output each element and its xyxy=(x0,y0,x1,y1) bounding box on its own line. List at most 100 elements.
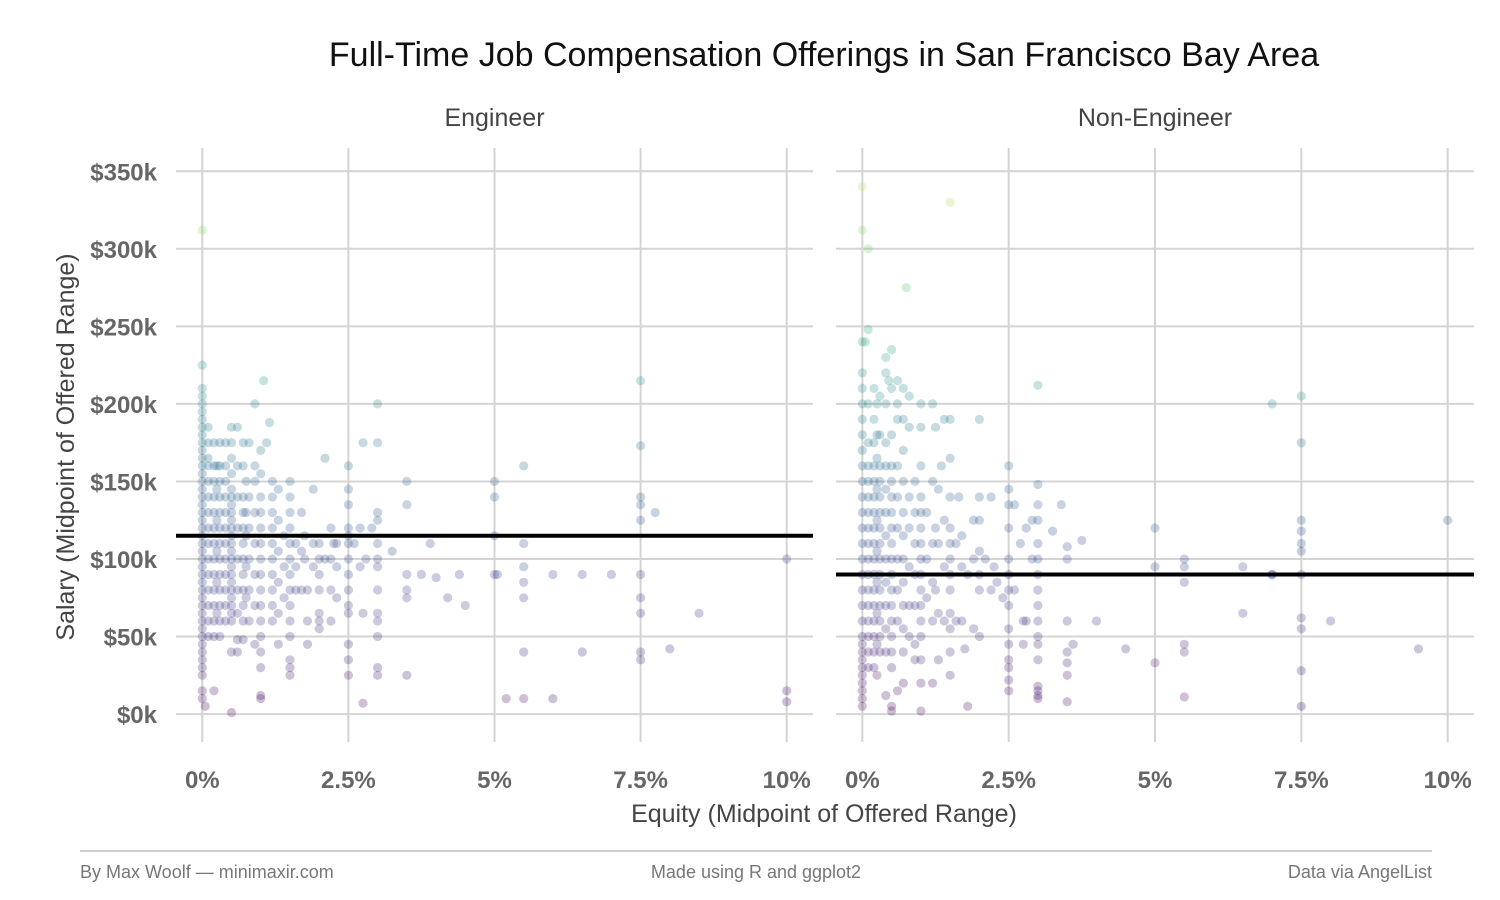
data-point xyxy=(904,523,914,533)
data-point xyxy=(519,562,529,572)
data-point xyxy=(460,600,470,611)
data-point xyxy=(226,593,237,603)
footer-author: By Max Woolf — minimaxir.com xyxy=(80,862,334,882)
data-point xyxy=(221,538,231,549)
data-point xyxy=(577,569,587,580)
data-point xyxy=(197,686,207,696)
data-point xyxy=(250,461,260,471)
data-point xyxy=(904,492,914,502)
data-point xyxy=(343,670,353,680)
data-point xyxy=(256,507,266,518)
data-point xyxy=(1009,500,1020,510)
data-point xyxy=(373,554,383,564)
data-point xyxy=(986,492,996,502)
data-point xyxy=(945,492,955,502)
data-point xyxy=(197,546,207,556)
data-point xyxy=(343,461,353,471)
data-point xyxy=(285,554,295,564)
data-point xyxy=(314,616,324,626)
data-point xyxy=(250,569,260,580)
data-point xyxy=(343,484,353,494)
data-point xyxy=(212,577,222,587)
data-point xyxy=(928,678,938,688)
data-point xyxy=(650,507,660,518)
data-point xyxy=(869,523,879,533)
data-point xyxy=(881,368,891,378)
data-point xyxy=(636,376,646,386)
data-point xyxy=(358,698,368,708)
data-point xyxy=(197,616,207,626)
data-point xyxy=(226,554,237,564)
data-point xyxy=(349,538,359,549)
data-point xyxy=(1413,644,1423,654)
data-point xyxy=(1062,670,1072,680)
data-point xyxy=(1296,546,1306,556)
data-point xyxy=(314,608,324,618)
data-point xyxy=(215,600,225,611)
footer-source: Data via AngelList xyxy=(1288,862,1432,882)
data-point xyxy=(226,538,237,549)
data-point xyxy=(332,562,342,572)
data-point xyxy=(898,678,908,688)
data-point xyxy=(197,399,207,409)
data-point xyxy=(519,577,529,587)
data-point xyxy=(215,616,225,626)
data-point xyxy=(343,608,353,618)
data-point xyxy=(916,655,926,665)
data-point xyxy=(1077,535,1087,546)
data-point xyxy=(887,631,897,642)
data-point xyxy=(875,538,885,549)
data-point xyxy=(203,507,213,518)
x-tick-label: 10% xyxy=(763,767,811,794)
data-point xyxy=(203,616,213,626)
chart-title: Full-Time Job Compensation Offerings in … xyxy=(329,36,1319,74)
data-point xyxy=(250,399,260,409)
data-point xyxy=(951,538,961,549)
data-point xyxy=(916,461,926,471)
data-point xyxy=(863,554,873,564)
data-point xyxy=(933,655,944,665)
data-point xyxy=(782,697,792,707)
data-point xyxy=(343,569,353,580)
data-point xyxy=(875,600,885,611)
data-point xyxy=(302,585,313,595)
data-point xyxy=(226,569,237,580)
data-point xyxy=(215,492,225,502)
x-tick-label: 2.5% xyxy=(981,767,1036,794)
data-point xyxy=(226,523,237,533)
data-point xyxy=(232,523,242,533)
data-point xyxy=(285,600,295,611)
data-point xyxy=(221,523,231,533)
data-point xyxy=(857,476,867,486)
data-point xyxy=(519,647,529,657)
data-point xyxy=(226,515,237,525)
data-point xyxy=(875,430,885,440)
data-point xyxy=(1238,562,1248,572)
data-point xyxy=(209,600,219,611)
data-point xyxy=(1015,538,1025,549)
data-point xyxy=(209,585,219,595)
data-point xyxy=(1296,624,1306,634)
data-point xyxy=(226,562,237,572)
data-point xyxy=(267,569,277,580)
data-point xyxy=(928,538,938,549)
data-point xyxy=(860,337,870,347)
data-point xyxy=(1062,542,1072,552)
data-point xyxy=(898,445,908,455)
data-point xyxy=(297,546,307,556)
data-point xyxy=(1033,585,1043,595)
data-point xyxy=(1068,639,1078,649)
data-point xyxy=(916,554,926,564)
data-point xyxy=(1296,613,1306,623)
data-point xyxy=(922,593,932,603)
data-point xyxy=(373,670,383,680)
data-point xyxy=(863,492,873,502)
data-point xyxy=(857,461,867,471)
data-point xyxy=(945,624,955,634)
data-point xyxy=(857,616,867,626)
data-point xyxy=(291,538,301,549)
data-point xyxy=(320,554,330,564)
data-point xyxy=(875,554,885,564)
data-point xyxy=(519,694,529,704)
